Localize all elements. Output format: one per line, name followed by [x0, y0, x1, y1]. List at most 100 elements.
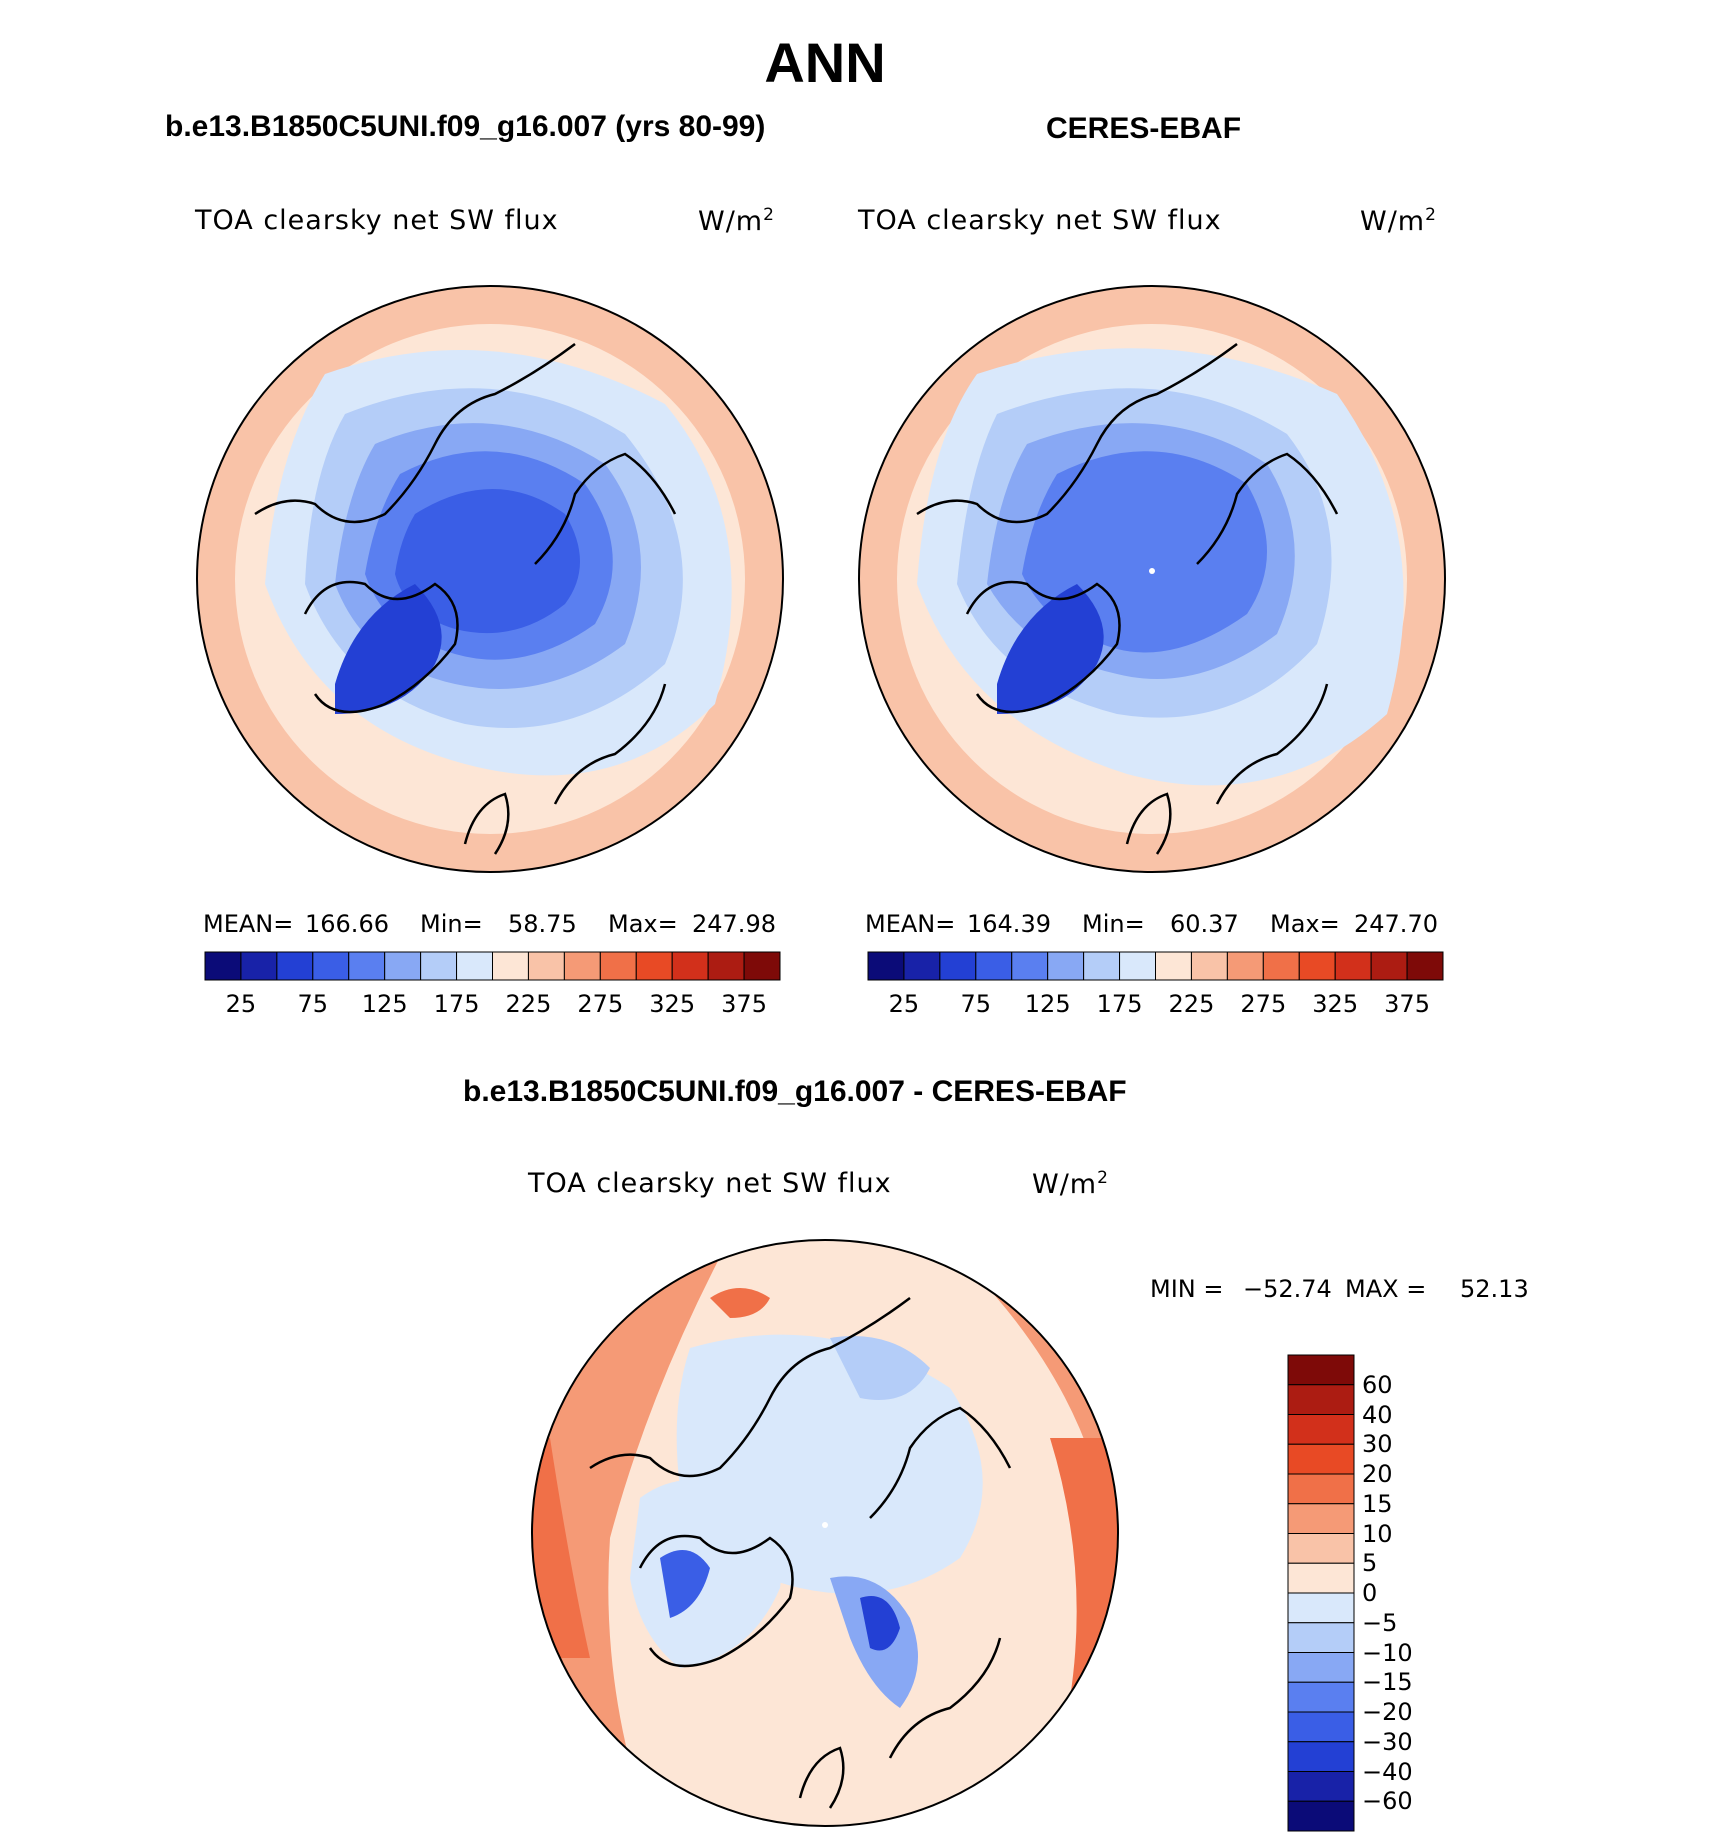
panel1-max-label: Max= — [608, 910, 678, 938]
map-difference — [531, 1239, 1119, 1827]
colorbar-swatch — [1083, 951, 1121, 981]
colorbar-swatch — [1119, 951, 1156, 981]
colorbar-swatch — [1047, 951, 1085, 981]
colorbar-swatch — [563, 951, 601, 981]
diff-max-value: 52.13 — [1460, 1275, 1529, 1303]
colorbar-swatch — [276, 951, 314, 981]
panel1-mean-value: 166.66 — [305, 910, 389, 938]
panel2-units: W/m2 — [1360, 205, 1437, 237]
colorbar-difference — [1287, 1354, 1355, 1832]
colorbar-swatch — [1287, 1771, 1355, 1802]
colorbar-swatch — [1287, 1533, 1355, 1564]
colorbar-tick-label: −30 — [1362, 1727, 1413, 1756]
panel2-min-label: Min= — [1082, 910, 1145, 938]
colorbar-tick-label: 175 — [1096, 990, 1143, 1018]
colorbar-swatch — [527, 951, 565, 981]
colorbar-swatch — [1287, 1414, 1355, 1445]
colorbar-swatch — [1287, 1473, 1355, 1505]
colorbar-swatch — [671, 951, 709, 981]
panel1-min-value: 58.75 — [508, 910, 577, 938]
panel1-max-value: 247.98 — [692, 910, 776, 938]
colorbar-swatch — [1334, 951, 1372, 981]
panel1-units: W/m2 — [698, 205, 775, 237]
panel2-case-title: CERES-EBAF — [1046, 112, 1242, 145]
colorbar-swatch — [348, 951, 386, 981]
panel2-mean-value: 164.39 — [967, 910, 1051, 938]
colorbar-tick-label: −5 — [1362, 1608, 1398, 1637]
colorbar-tick-label: 5 — [1362, 1549, 1378, 1578]
diff-min-value: −52.74 — [1243, 1275, 1332, 1303]
panel2-min-value: 60.37 — [1170, 910, 1239, 938]
panel1-min-label: Min= — [420, 910, 483, 938]
panel1-variable-label: TOA clearsky net SW flux — [195, 205, 559, 236]
colorbar-swatch — [975, 951, 1013, 981]
colorbar-swatch — [1370, 951, 1408, 981]
colorbar-tick-label: 325 — [1312, 990, 1359, 1018]
colorbar-tick-label: 225 — [505, 990, 552, 1018]
colorbar-tick-label: 60 — [1362, 1370, 1393, 1399]
colorbar-tick-label: 75 — [297, 990, 329, 1018]
colorbar-tick-label: 275 — [577, 990, 624, 1018]
diff-units: W/m2 — [1032, 1168, 1109, 1200]
colorbar-swatch — [1287, 1711, 1355, 1743]
colorbar-swatch — [635, 951, 673, 981]
map-model — [196, 285, 784, 873]
colorbar-swatch — [939, 951, 977, 981]
colorbar-model — [204, 951, 781, 981]
colorbar-tick-label: 0 — [1362, 1579, 1378, 1607]
colorbar-tick-label: −15 — [1362, 1668, 1413, 1697]
panel1-case-title: b.e13.B1850C5UNI.f09_g16.007 (yrs 80-99) — [165, 110, 766, 143]
colorbar-swatch — [1226, 951, 1264, 981]
colorbar-swatch — [707, 951, 745, 981]
colorbar-tick-label: 375 — [1384, 990, 1430, 1018]
colorbar-swatch — [492, 951, 529, 981]
colorbar-tick-label: −40 — [1362, 1757, 1413, 1786]
page-title: ANN — [764, 31, 886, 94]
colorbar-swatch — [1287, 1503, 1355, 1534]
colorbar-swatch — [1287, 1384, 1355, 1415]
colorbar-swatch — [1298, 951, 1336, 981]
colorbar-tick-label: −20 — [1362, 1698, 1413, 1726]
colorbar-swatch — [867, 951, 905, 981]
diff-max-label: MAX = — [1345, 1275, 1427, 1303]
panel2-mean-label: MEAN= — [865, 910, 956, 938]
colorbar-tick-label: 125 — [1024, 990, 1071, 1018]
diff-variable-label: TOA clearsky net SW flux — [528, 1168, 892, 1199]
diff-min-label: MIN = — [1150, 1275, 1224, 1303]
colorbar-swatch — [1287, 1800, 1355, 1832]
colorbar-swatch — [1287, 1443, 1355, 1475]
colorbar-tick-label: 15 — [1362, 1489, 1393, 1518]
panel1-mean-label: MEAN= — [203, 910, 294, 938]
panel2-max-value: 247.70 — [1354, 910, 1438, 938]
colorbar-swatch — [1011, 951, 1049, 981]
colorbar-swatch — [903, 951, 941, 981]
colorbar-swatch — [1287, 1562, 1355, 1594]
map-observations — [858, 285, 1446, 873]
colorbar-swatch — [456, 951, 493, 981]
colorbar-swatch — [599, 951, 637, 981]
colorbar-swatch — [1287, 1622, 1355, 1653]
colorbar-tick-label: 325 — [649, 990, 696, 1018]
colorbar-tick-label: 175 — [433, 990, 480, 1018]
colorbar-tick-label: 20 — [1362, 1460, 1393, 1488]
panel2-max-label: Max= — [1270, 910, 1340, 938]
colorbar-tick-label: 375 — [721, 990, 767, 1018]
colorbar-tick-label: 75 — [960, 990, 992, 1018]
colorbar-swatch — [1287, 1681, 1355, 1713]
colorbar-swatch — [743, 951, 781, 981]
colorbar-swatch — [384, 951, 422, 981]
panel2-variable-label: TOA clearsky net SW flux — [858, 205, 1222, 236]
colorbar-swatch — [204, 951, 242, 981]
colorbar-swatch — [312, 951, 350, 981]
colorbar-swatch — [1287, 1354, 1355, 1386]
colorbar-tick-label: 30 — [1362, 1430, 1393, 1459]
colorbar-tick-label: 10 — [1362, 1519, 1393, 1548]
colorbar-swatch — [240, 951, 278, 981]
colorbar-swatch — [1190, 951, 1228, 981]
colorbar-observations — [867, 951, 1444, 981]
colorbar-tick-label: 275 — [1240, 990, 1287, 1018]
colorbar-swatch — [420, 951, 458, 981]
diff-case-title: b.e13.B1850C5UNI.f09_g16.007 - CERES-EBA… — [463, 1075, 1127, 1108]
colorbar-swatch — [1287, 1652, 1355, 1683]
colorbar-swatch — [1262, 951, 1300, 981]
